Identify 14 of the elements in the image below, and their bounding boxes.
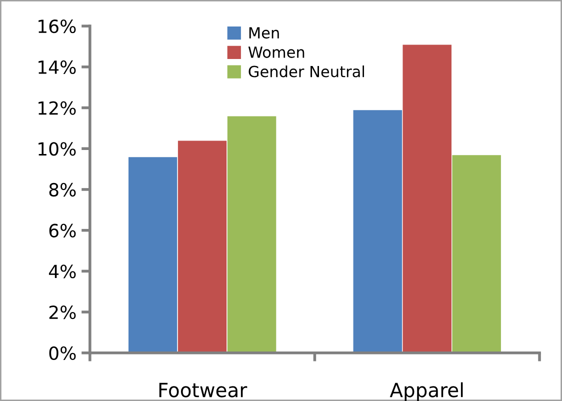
y-tick-label: 14% (38, 60, 76, 74)
x-tick-label: Apparel (390, 382, 463, 401)
x-tick-label: Footwear (159, 382, 248, 398)
y-tick-label: 4% (48, 264, 76, 278)
legend-label: Men (249, 27, 279, 39)
legend-label: Gender Neutral (248, 65, 364, 78)
y-tick-label: 16% (38, 20, 76, 34)
y-tick-label: 0% (49, 346, 76, 360)
y-tick-label: 12% (38, 101, 76, 115)
y-tick-label: 6% (49, 224, 76, 238)
y-tick-label: 8% (49, 182, 76, 197)
y-tick-label: 10% (38, 142, 76, 156)
y-tick-label: 2% (49, 305, 76, 320)
legend-label: Women (248, 46, 304, 58)
